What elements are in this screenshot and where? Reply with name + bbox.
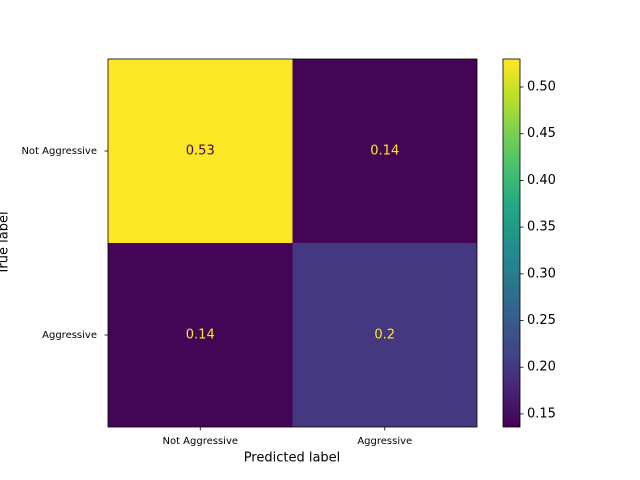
heatmap-cell — [108, 243, 293, 427]
x-tick-label: Aggressive — [357, 436, 412, 447]
colorbar-tick-label: 0.50 — [527, 80, 556, 95]
heatmap-cell — [292, 59, 477, 243]
colorbar-tick-label: 0.40 — [527, 173, 556, 188]
heatmap-cell — [292, 243, 477, 427]
colorbar-tick-label: 0.15 — [527, 406, 556, 421]
y-axis-label: True label — [0, 211, 12, 275]
colorbar-tick-label: 0.45 — [527, 126, 556, 141]
y-tick-label: Aggressive — [42, 330, 97, 341]
cell-label: 0.53 — [186, 144, 215, 159]
heatmap-cell — [108, 59, 293, 243]
colorbar-tick-label: 0.35 — [527, 220, 556, 235]
x-tick-label: Not Aggressive — [162, 436, 238, 447]
colorbar — [502, 58, 521, 428]
x-axis-label: Predicted label — [244, 451, 341, 466]
cell-label: 0.14 — [370, 144, 399, 159]
colorbar-tick-label: 0.25 — [527, 313, 556, 328]
y-tick-label: Not Aggressive — [21, 146, 97, 157]
colorbar-tick-label: 0.30 — [527, 266, 556, 281]
colorbar-tick-label: 0.20 — [527, 360, 556, 375]
cell-label: 0.2 — [374, 328, 395, 343]
plot-frame — [107, 58, 478, 428]
cell-label: 0.14 — [186, 328, 215, 343]
